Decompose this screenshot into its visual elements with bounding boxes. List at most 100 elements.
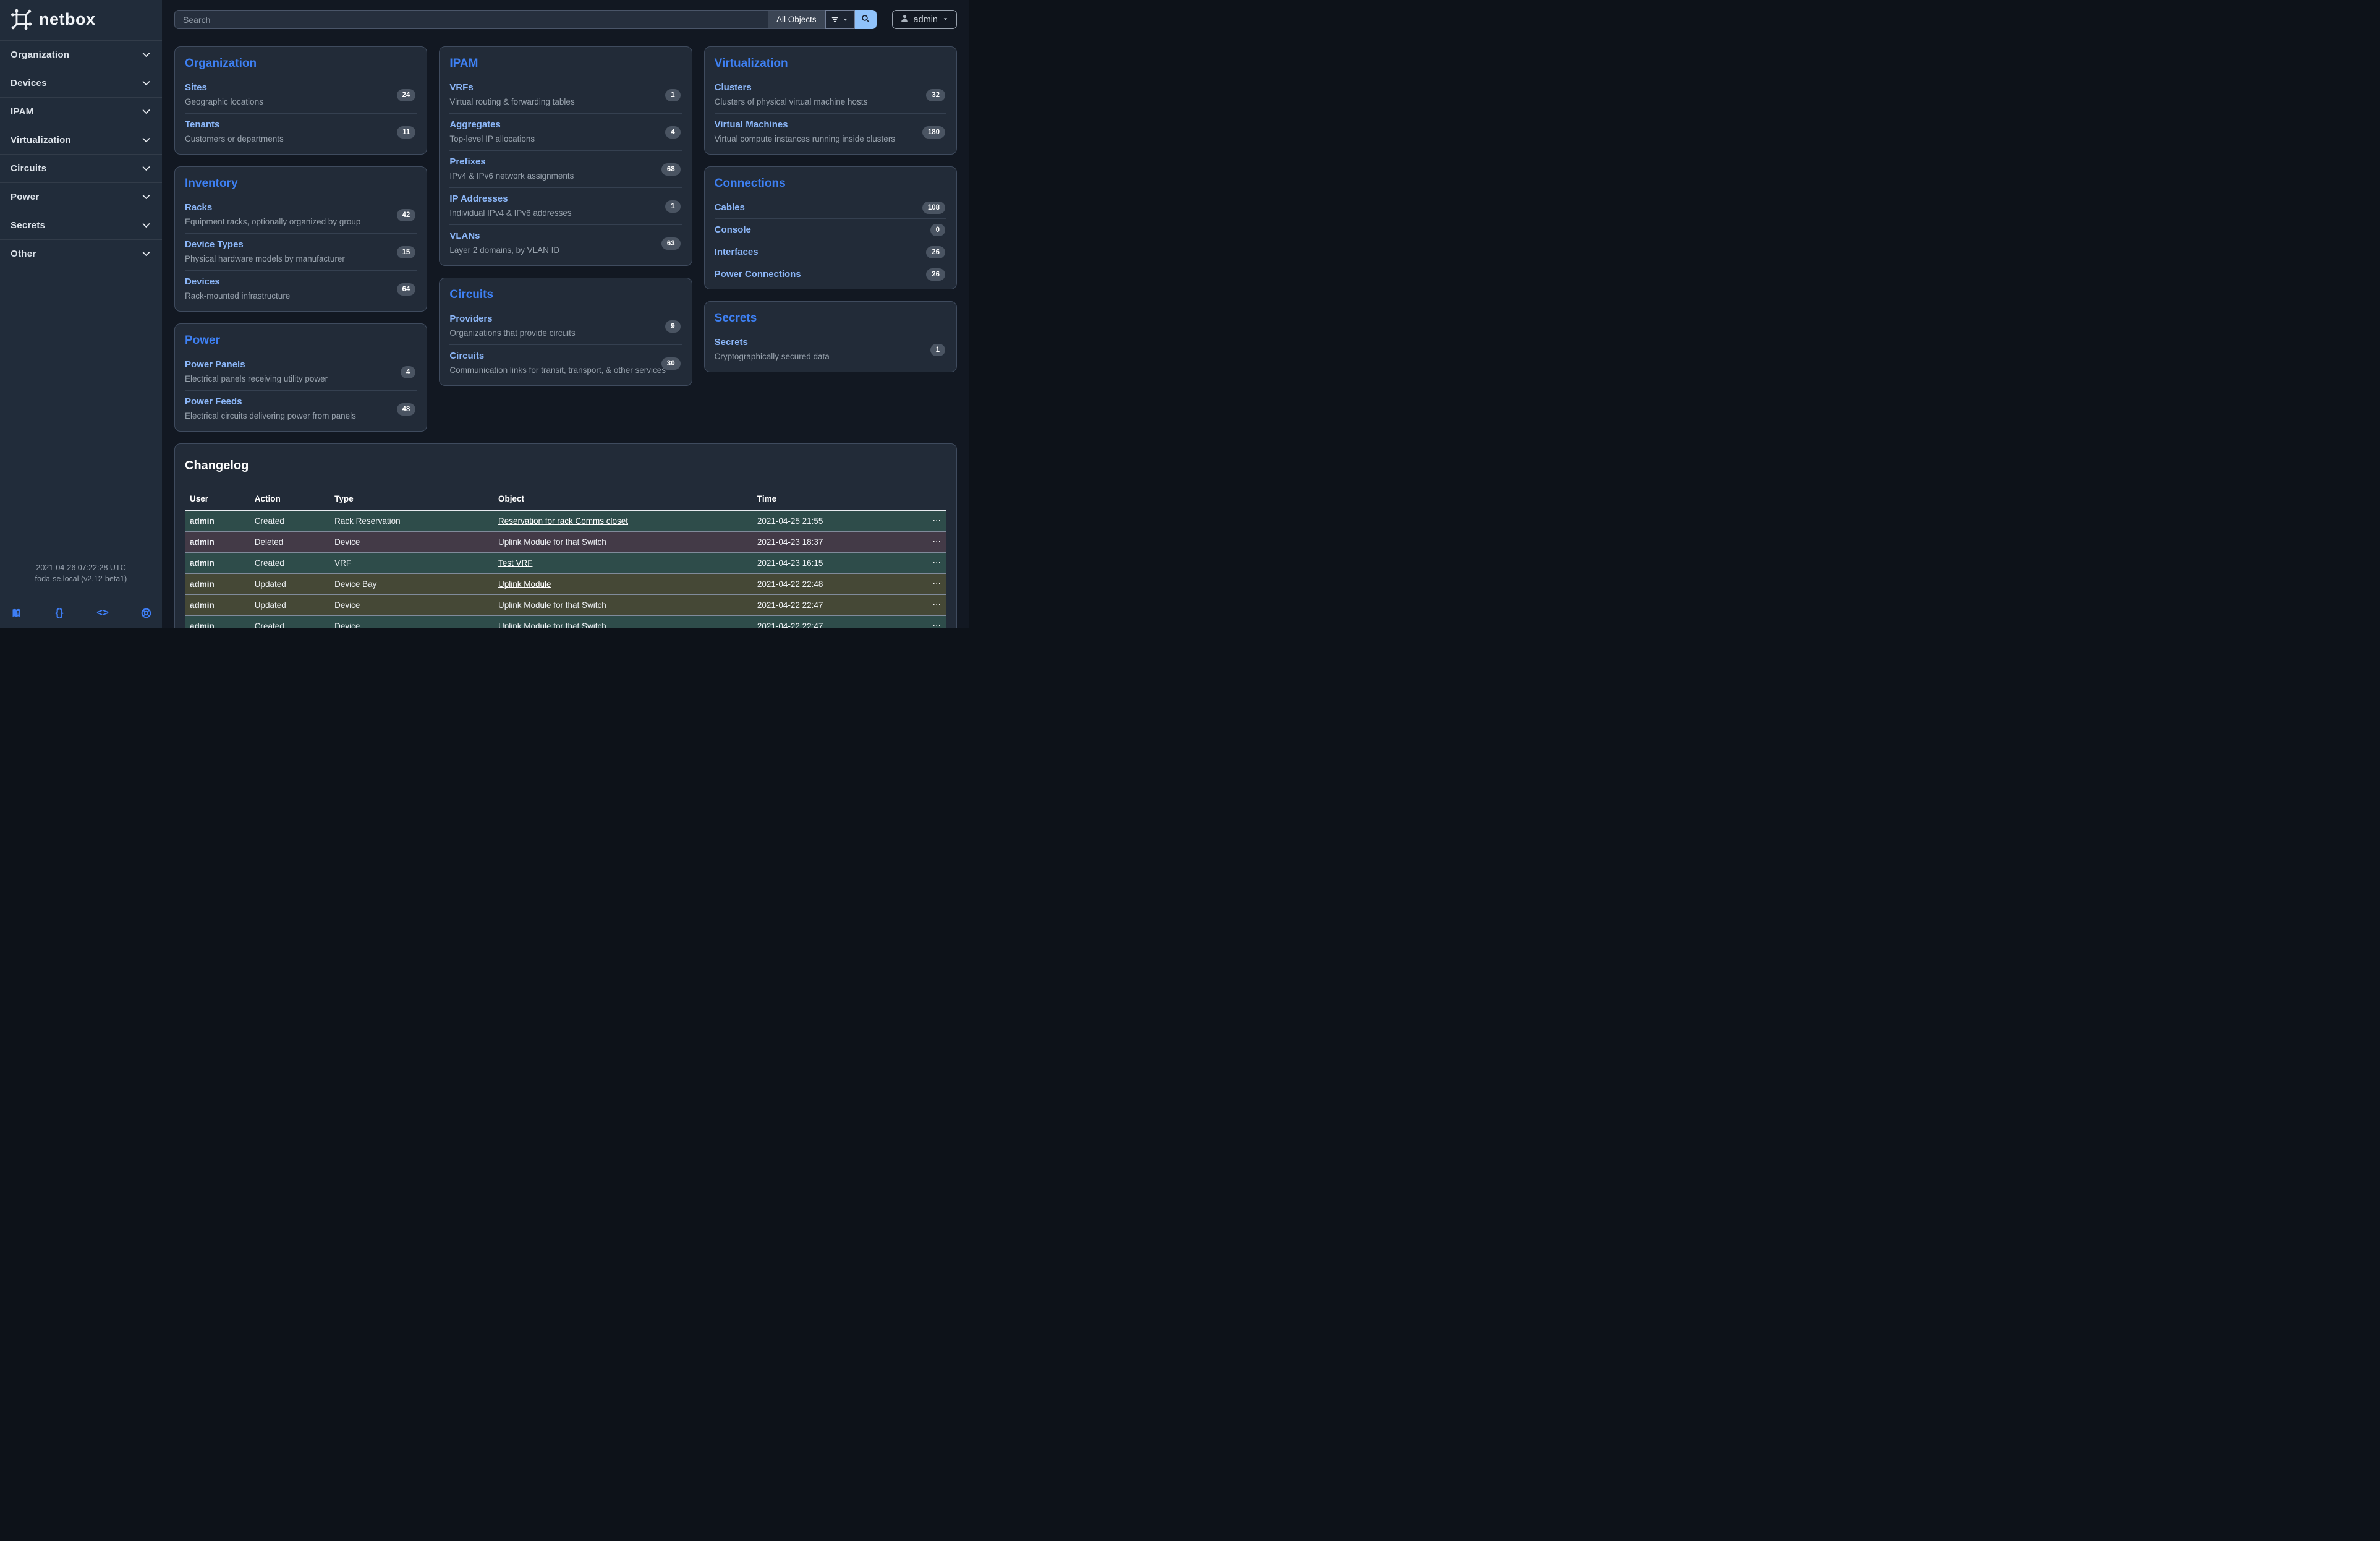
sidebar-item-ipam[interactable]: IPAM bbox=[0, 98, 162, 126]
column-header-user: User bbox=[185, 488, 250, 511]
sidebar-item-circuits[interactable]: Circuits bbox=[0, 155, 162, 183]
sidebar-menu: Organization Devices IPAM Virtualization Cir… bbox=[0, 40, 162, 268]
object-link[interactable]: Uplink Module bbox=[498, 579, 551, 589]
item-link[interactable]: Device Types bbox=[185, 239, 244, 250]
item-description: Virtual routing & forwarding tables bbox=[449, 97, 575, 106]
item-link[interactable]: Cables bbox=[714, 202, 745, 213]
docs-book-icon[interactable] bbox=[9, 607, 23, 619]
item-link[interactable]: VLANs bbox=[449, 231, 480, 241]
cell-type: VRF bbox=[329, 552, 493, 574]
item-link[interactable]: VRFs bbox=[449, 82, 474, 93]
item-description: Electrical panels receiving utility powe… bbox=[185, 374, 328, 383]
row-actions-ellipsis[interactable]: ⋯ bbox=[901, 573, 946, 595]
card-item-devices: Devices Rack-mounted infrastructure 64 bbox=[185, 270, 417, 307]
card-circuits: Circuits Providers Organizations that prov… bbox=[439, 278, 692, 386]
sidebar-item-devices[interactable]: Devices bbox=[0, 69, 162, 98]
item-description: IPv4 & IPv6 network assignments bbox=[449, 171, 574, 181]
search-filter-button[interactable] bbox=[825, 10, 855, 29]
search-submit-button[interactable] bbox=[854, 10, 877, 29]
row-actions-ellipsis[interactable]: ⋯ bbox=[901, 615, 946, 628]
row-actions-ellipsis[interactable]: ⋯ bbox=[901, 531, 946, 553]
search-input[interactable] bbox=[175, 11, 768, 28]
item-link[interactable]: Circuits bbox=[449, 351, 485, 361]
item-description: Virtual compute instances running inside… bbox=[714, 134, 896, 143]
item-link[interactable]: Tenants bbox=[185, 119, 220, 130]
code-brackets-icon[interactable]: <> bbox=[96, 607, 109, 618]
user-label: admin bbox=[913, 14, 938, 25]
changelog-row: admin Updated Device Bay Uplink Module 2021-… bbox=[185, 573, 946, 595]
count-badge: 68 bbox=[661, 163, 681, 176]
card-item-device-types: Device Types Physical hardware models by … bbox=[185, 233, 417, 270]
chevron-down-icon bbox=[141, 78, 151, 88]
item-link[interactable]: Secrets bbox=[714, 337, 748, 348]
help-lifering-icon[interactable] bbox=[138, 607, 153, 619]
chevron-down-icon bbox=[141, 220, 151, 231]
item-description: Equipment racks, optionally organized by… bbox=[185, 217, 361, 226]
cell-time: 2021-04-23 16:15 bbox=[752, 552, 901, 574]
card-item-ip-addresses: IP Addresses Individual IPv4 & IPv6 addre… bbox=[449, 187, 682, 224]
item-description: Electrical circuits delivering power fro… bbox=[185, 411, 356, 420]
count-badge: 48 bbox=[396, 403, 416, 416]
count-badge: 11 bbox=[397, 126, 416, 139]
changelog-row: admin Updated Device Uplink Module for that… bbox=[185, 594, 946, 616]
row-actions-ellipsis[interactable]: ⋯ bbox=[901, 594, 946, 616]
count-badge: 4 bbox=[665, 126, 681, 139]
item-link[interactable]: Power Connections bbox=[714, 269, 801, 280]
count-badge: 26 bbox=[926, 245, 945, 258]
sidebar-item-other[interactable]: Other bbox=[0, 240, 162, 268]
item-link[interactable]: Devices bbox=[185, 276, 220, 287]
object-text: Uplink Module for that Switch bbox=[498, 621, 606, 628]
object-link[interactable]: Reservation for rack Comms closet bbox=[498, 516, 629, 526]
item-link[interactable]: Racks bbox=[185, 202, 213, 213]
sidebar-item-organization[interactable]: Organization bbox=[0, 41, 162, 69]
cell-action: Deleted bbox=[249, 531, 330, 553]
search-scope-selector[interactable]: All Objects bbox=[767, 11, 825, 28]
rest-api-braces-icon[interactable]: {} bbox=[55, 607, 64, 618]
chevron-down-icon bbox=[141, 49, 151, 60]
sidebar-item-virtualization[interactable]: Virtualization bbox=[0, 126, 162, 155]
cell-time: 2021-04-22 22:48 bbox=[752, 573, 901, 595]
home-link[interactable]: netbox bbox=[0, 0, 162, 40]
cell-user: admin bbox=[185, 552, 250, 574]
count-badge: 32 bbox=[926, 88, 945, 101]
chevron-down-icon bbox=[141, 106, 151, 117]
main-content: All Objects bbox=[162, 0, 969, 628]
cell-time: 2021-04-22 22:47 bbox=[752, 594, 901, 616]
item-description: Clusters of physical virtual machine hos… bbox=[714, 97, 868, 106]
item-link[interactable]: Aggregates bbox=[449, 119, 501, 130]
card-title: Circuits bbox=[449, 288, 494, 301]
card-ipam: IPAM VRFs Virtual routing & forwarding tab… bbox=[439, 46, 692, 266]
count-badge: 63 bbox=[661, 237, 681, 250]
item-link[interactable]: Interfaces bbox=[714, 247, 759, 257]
changelog-header-row: User Action Type Object Time bbox=[185, 488, 946, 511]
item-link[interactable]: Virtual Machines bbox=[714, 119, 788, 130]
item-link[interactable]: Clusters bbox=[714, 82, 752, 93]
count-badge: 24 bbox=[396, 88, 416, 101]
item-link[interactable]: IP Addresses bbox=[449, 194, 508, 204]
changelog-table: User Action Type Object Time admin Created Rac… bbox=[185, 488, 946, 628]
item-link[interactable]: Sites bbox=[185, 82, 207, 93]
sidebar-item-secrets[interactable]: Secrets bbox=[0, 211, 162, 240]
chevron-down-icon bbox=[141, 192, 151, 202]
row-actions-ellipsis[interactable]: ⋯ bbox=[901, 552, 946, 574]
card-title: Organization bbox=[185, 57, 257, 70]
cell-object: Uplink Module for that Switch bbox=[493, 615, 752, 628]
item-link[interactable]: Power Panels bbox=[185, 359, 245, 370]
cell-type: Device bbox=[329, 615, 493, 628]
column-header-object: Object bbox=[493, 488, 752, 511]
sidebar-item-power[interactable]: Power bbox=[0, 183, 162, 211]
user-menu-button[interactable]: admin bbox=[891, 10, 957, 29]
row-actions-ellipsis[interactable]: ⋯ bbox=[901, 510, 946, 532]
cell-type: Rack Reservation bbox=[329, 510, 493, 532]
object-link[interactable]: Test VRF bbox=[498, 558, 533, 568]
card-item-tenants: Tenants Customers or departments 11 bbox=[185, 113, 417, 150]
item-link[interactable]: Power Feeds bbox=[185, 396, 242, 407]
item-link[interactable]: Console bbox=[714, 224, 751, 235]
cell-action: Created bbox=[249, 615, 330, 628]
card-item-interfaces: Interfaces 26 bbox=[714, 241, 946, 263]
item-description: Cryptographically secured data bbox=[714, 352, 830, 361]
item-link[interactable]: Prefixes bbox=[449, 156, 486, 167]
item-description: Layer 2 domains, by VLAN ID bbox=[449, 245, 560, 255]
item-link[interactable]: Providers bbox=[449, 314, 493, 324]
item-description: Rack-mounted infrastructure bbox=[185, 291, 291, 301]
